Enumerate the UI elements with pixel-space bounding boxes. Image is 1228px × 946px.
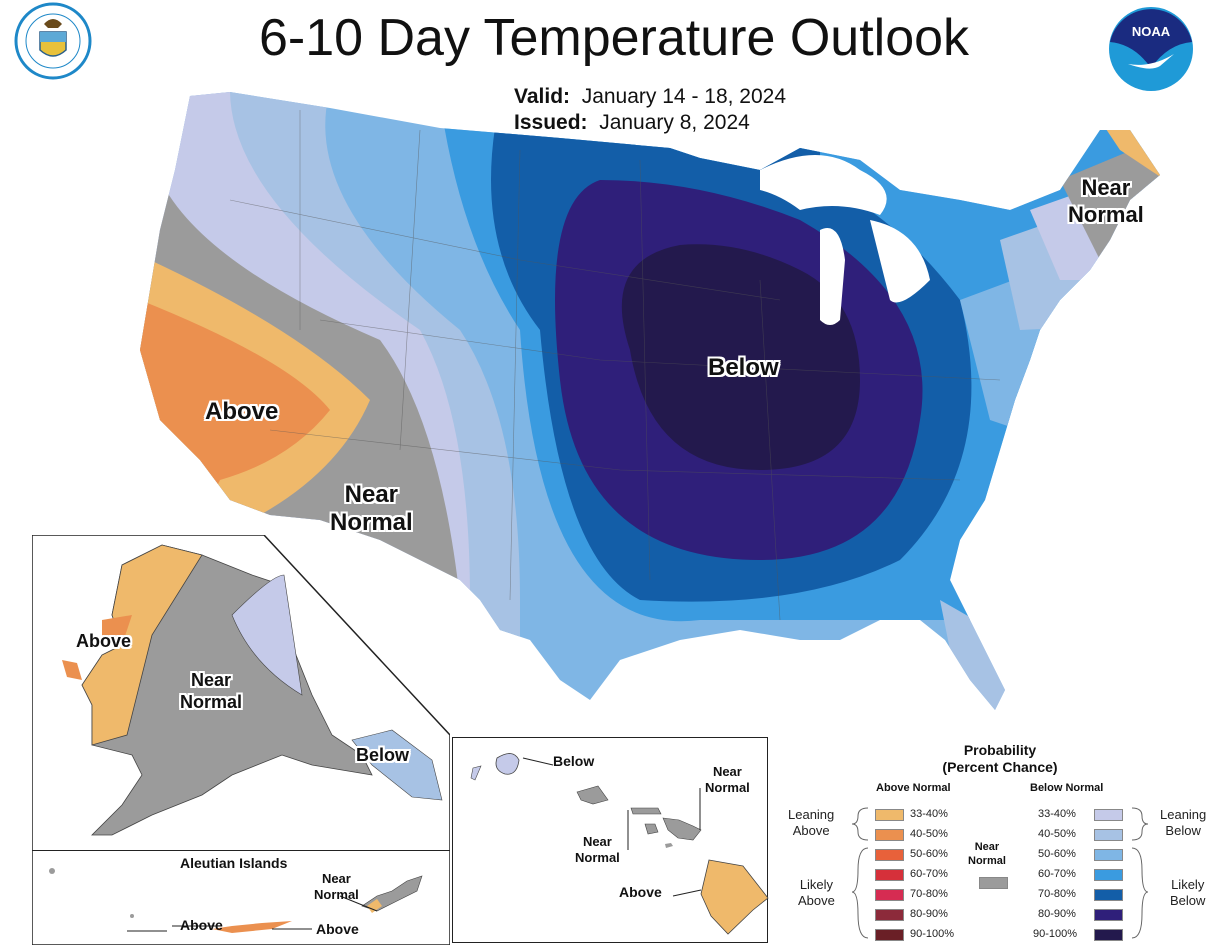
legend-range: 50-60% [910,848,948,860]
legend-range: 70-80% [1038,888,1076,900]
legend-leaning-above: Leaning Above [788,807,834,839]
legend-swatch-below-80-90 [1094,909,1123,921]
label-line: Normal [968,855,1006,867]
legend-range: 80-90% [1038,908,1076,920]
issued-value: January 8, 2024 [599,111,750,134]
label-line: Normal [180,692,243,712]
legend-title: Probability (Percent Chance) [910,742,1090,776]
legend-range: 40-50% [1038,828,1076,840]
noaa-logo-icon: NOAA [1108,6,1194,92]
label-line: Leaning [1160,807,1207,822]
legend-swatch-near-normal [979,877,1008,889]
legend-below-header: Below Normal [1030,782,1104,794]
label-line: Below [1165,823,1201,838]
legend-title-line: Probability [963,742,1037,758]
label-line: Likely [1171,877,1205,892]
legend-swatch-below-90-100 [1094,929,1123,941]
date-info: Valid: January 14 - 18, 2024 Issued: Jan… [514,84,786,136]
legend-range: 80-90% [910,908,948,920]
alaska-label-below: Below [356,745,410,765]
legend-leaning-below: Leaning Below [1160,807,1206,839]
legend-range: 50-60% [1038,848,1076,860]
map-label-northeast-near-normal: Near Normal [1068,174,1144,228]
legend-swatch-above-70-80 [875,889,904,901]
alaska-label-near-normal: Near Normal [180,669,242,713]
alaska-inset: Above Near Normal Below [32,535,450,945]
label-line: Near [1081,175,1131,200]
legend-above-header: Above Normal [876,782,951,794]
hawaii-label-near-normal-right: Near Normal [705,764,750,796]
legend-range: 90-100% [1033,928,1078,940]
legend-braces [851,807,1149,939]
label-line: Near [712,764,742,779]
label-line: Normal [575,850,620,865]
legend-swatch-below-50-60 [1094,849,1123,861]
legend-swatch-above-90-100 [875,929,904,941]
label-line: Below [1170,893,1206,908]
legend-range: 60-70% [910,868,948,880]
legend-swatch-below-40-50 [1094,829,1123,841]
legend-swatch-above-60-70 [875,869,904,881]
alaska-label-above: Above [76,631,132,651]
hawaii-inset: Below Near Normal Near Normal Above [452,737,769,943]
legend: Probability (Percent Chance) Above Norma… [780,740,1220,946]
issued-label: Issued: [514,111,588,134]
map-label-central-below: Below [708,354,779,381]
label-line: Above [792,823,830,838]
hawaii-label-below: Below [553,753,595,769]
valid-value: January 14 - 18, 2024 [581,85,787,108]
map-label-southwest-near-normal: Near Normal [330,481,413,537]
label-line: Normal [314,887,359,902]
label-line: Above [798,893,835,908]
legend-swatch-above-40-50 [875,829,904,841]
legend-range: 90-100% [910,928,955,940]
aleutian-label-above-left: Above [180,917,223,933]
label-line: Near [190,670,232,690]
legend-swatch-below-60-70 [1094,869,1123,881]
valid-label: Valid: [514,85,571,108]
aleutian-inset: Aleutian Islands Near Normal Above Above [32,850,450,946]
hawaii-label-above: Above [619,884,662,900]
legend-likely-below: Likely Below [1170,877,1205,909]
label-line: Likely [799,877,834,892]
label-line: Near [321,871,351,886]
legend-swatch-above-50-60 [875,849,904,861]
legend-range: 40-50% [910,828,948,840]
legend-swatch-above-80-90 [875,909,904,921]
label-line: Leaning [788,807,835,822]
map-label-west-above: Above [205,398,279,425]
commerce-seal-icon [14,2,92,80]
svg-text:NOAA: NOAA [1132,24,1171,39]
aleutian-title: Aleutian Islands [180,855,288,871]
label-line: Near [582,834,612,849]
hawaii-label-near-normal-left: Near Normal [575,834,620,866]
legend-range: 70-80% [910,888,948,900]
label-line: Near [974,841,1000,853]
legend-title-line: (Percent Chance) [942,759,1058,775]
legend-range: 33-40% [910,808,948,820]
aleutian-label-near-normal: Near Normal [314,871,359,903]
label-line: Normal [330,509,413,536]
legend-swatch-above-33-40 [875,809,904,821]
label-line: Near [344,481,399,508]
legend-range: 60-70% [1038,868,1076,880]
label-line: Normal [705,780,750,795]
legend-swatch-below-33-40 [1094,809,1123,821]
legend-near-normal-label: Near Normal [968,840,1006,868]
legend-likely-above: Likely Above [798,877,835,909]
page-title: 6-10 Day Temperature Outlook [258,9,970,67]
aleutian-label-above-right: Above [316,921,359,937]
legend-range: 33-40% [1038,808,1076,820]
legend-swatch-below-70-80 [1094,889,1123,901]
label-line: Normal [1068,202,1144,227]
